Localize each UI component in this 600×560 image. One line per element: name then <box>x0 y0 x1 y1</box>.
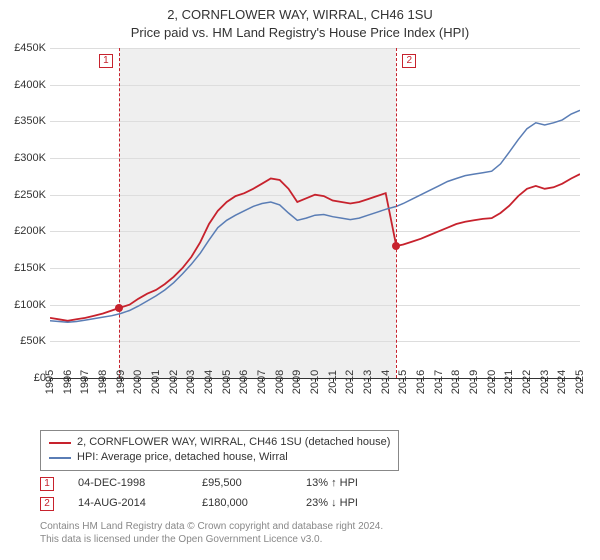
series-lines <box>50 48 580 378</box>
sales-table: 1 04-DEC-1998 £95,500 13% ↑ HPI 2 14-AUG… <box>40 474 386 514</box>
y-tick-label: £150K <box>14 262 50 274</box>
sale-date-2: 14-AUG-2014 <box>78 494 178 514</box>
footnote: Contains HM Land Registry data © Crown c… <box>40 520 383 546</box>
x-tick-label: 2017 <box>433 370 445 394</box>
y-tick-label: £450K <box>14 42 50 54</box>
x-tick-label: 1995 <box>44 370 56 394</box>
x-tick-label: 2003 <box>185 370 197 394</box>
x-tick-label: 2011 <box>327 370 339 394</box>
sale-pct-1: 13% ↑ HPI <box>306 474 386 494</box>
x-tick-label: 2004 <box>203 370 215 394</box>
sale-marker-dot <box>392 242 400 250</box>
x-tick-label: 2018 <box>450 370 462 394</box>
x-axis: 1995199619971998199920002001200220032004… <box>50 378 580 428</box>
x-tick-label: 2022 <box>521 370 533 394</box>
series-property <box>50 174 580 321</box>
x-tick-label: 2001 <box>150 370 162 394</box>
legend-row-hpi: HPI: Average price, detached house, Wirr… <box>49 450 390 465</box>
sale-marker-line <box>396 48 397 378</box>
footnote-line1: Contains HM Land Registry data © Crown c… <box>40 520 383 533</box>
x-tick-label: 2007 <box>256 370 268 394</box>
legend-label-property: 2, CORNFLOWER WAY, WIRRAL, CH46 1SU (det… <box>77 435 390 450</box>
sale-marker-badge: 1 <box>99 54 113 68</box>
series-hpi <box>50 110 580 322</box>
legend-swatch-hpi <box>49 457 71 459</box>
y-tick-label: £200K <box>14 225 50 237</box>
legend: 2, CORNFLOWER WAY, WIRRAL, CH46 1SU (det… <box>40 430 399 471</box>
x-tick-label: 2013 <box>362 370 374 394</box>
x-tick-label: 2014 <box>380 370 392 394</box>
x-tick-label: 2010 <box>309 370 321 394</box>
y-tick-label: £50K <box>20 335 50 347</box>
sale-pct-2: 23% ↓ HPI <box>306 494 386 514</box>
price-hpi-chart: 2, CORNFLOWER WAY, WIRRAL, CH46 1SU Pric… <box>0 0 600 560</box>
x-tick-label: 2025 <box>574 370 586 394</box>
x-tick-label: 2016 <box>415 370 427 394</box>
sale-marker-badge: 2 <box>402 54 416 68</box>
x-tick-label: 1997 <box>79 370 91 394</box>
y-tick-label: £350K <box>14 115 50 127</box>
sale-row-2: 2 14-AUG-2014 £180,000 23% ↓ HPI <box>40 494 386 514</box>
x-tick-label: 2023 <box>539 370 551 394</box>
sale-price-2: £180,000 <box>202 494 282 514</box>
chart-title-line2: Price paid vs. HM Land Registry's House … <box>0 24 600 42</box>
x-tick-label: 2006 <box>238 370 250 394</box>
y-tick-label: £300K <box>14 152 50 164</box>
sale-row-1: 1 04-DEC-1998 £95,500 13% ↑ HPI <box>40 474 386 494</box>
sale-price-1: £95,500 <box>202 474 282 494</box>
sale-marker-line <box>119 48 120 378</box>
sale-date-1: 04-DEC-1998 <box>78 474 178 494</box>
x-tick-label: 2019 <box>468 370 480 394</box>
x-tick-label: 2002 <box>168 370 180 394</box>
x-tick-label: 1999 <box>115 370 127 394</box>
x-tick-label: 2009 <box>291 370 303 394</box>
y-tick-label: £250K <box>14 189 50 201</box>
plot-area: £0£50K£100K£150K£200K£250K£300K£350K£400… <box>50 48 580 378</box>
title-block: 2, CORNFLOWER WAY, WIRRAL, CH46 1SU Pric… <box>0 0 600 41</box>
y-tick-label: £100K <box>14 299 50 311</box>
x-tick-label: 2005 <box>221 370 233 394</box>
x-tick-label: 2000 <box>132 370 144 394</box>
x-tick-label: 2024 <box>556 370 568 394</box>
y-tick-label: £400K <box>14 79 50 91</box>
footnote-line2: This data is licensed under the Open Gov… <box>40 533 383 546</box>
x-tick-label: 1998 <box>97 370 109 394</box>
x-tick-label: 1996 <box>62 370 74 394</box>
chart-title-line1: 2, CORNFLOWER WAY, WIRRAL, CH46 1SU <box>0 6 600 24</box>
legend-swatch-property <box>49 442 71 444</box>
x-tick-label: 2021 <box>503 370 515 394</box>
x-tick-label: 2012 <box>344 370 356 394</box>
sale-badge-2: 2 <box>40 497 54 511</box>
sale-badge-1: 1 <box>40 477 54 491</box>
x-tick-label: 2015 <box>397 370 409 394</box>
sale-marker-dot <box>115 304 123 312</box>
legend-label-hpi: HPI: Average price, detached house, Wirr… <box>77 450 288 465</box>
x-tick-label: 2020 <box>486 370 498 394</box>
x-tick-label: 2008 <box>274 370 286 394</box>
legend-row-property: 2, CORNFLOWER WAY, WIRRAL, CH46 1SU (det… <box>49 435 390 450</box>
